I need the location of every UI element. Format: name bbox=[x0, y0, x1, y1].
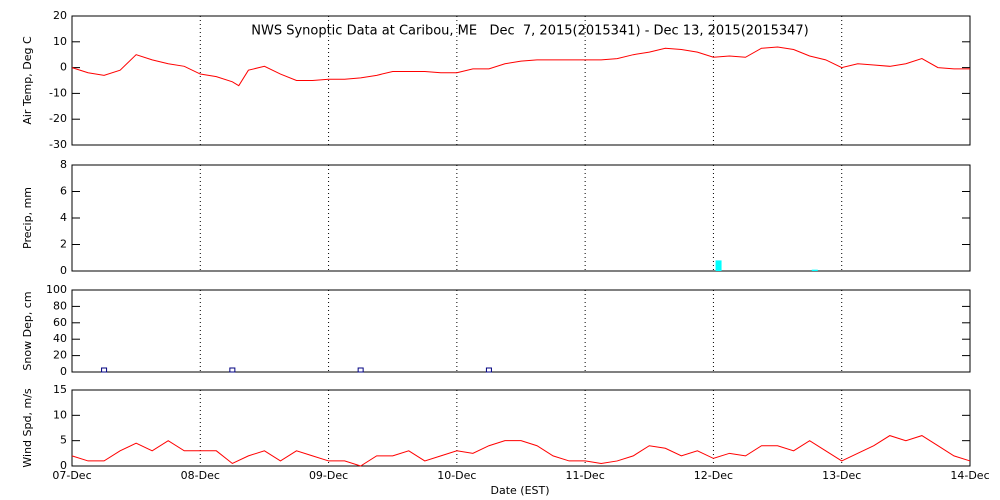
y-tick-label: 20 bbox=[53, 349, 67, 362]
x-tick-label: 13-Dec bbox=[822, 469, 861, 482]
y-tick-label: -30 bbox=[49, 138, 67, 151]
bar bbox=[715, 260, 722, 271]
y-tick-label: 4 bbox=[60, 211, 67, 224]
plot-frame bbox=[71, 389, 971, 467]
data-line bbox=[71, 435, 971, 467]
point bbox=[229, 367, 236, 373]
y-tick-label: -10 bbox=[49, 86, 67, 99]
y-tick-label: 10 bbox=[53, 408, 67, 421]
y-axis-label: Air Temp, Deg C bbox=[21, 36, 34, 125]
y-tick-label: 40 bbox=[53, 332, 67, 345]
x-tick-label: 09-Dec bbox=[309, 469, 348, 482]
y-tick-label: 0 bbox=[60, 61, 67, 74]
y-tick-label: 2 bbox=[60, 238, 67, 251]
y-tick-label: 0 bbox=[60, 365, 67, 378]
plot-frame bbox=[71, 164, 971, 272]
y-tick-label: 15 bbox=[53, 383, 67, 396]
x-tick-label: 08-Dec bbox=[181, 469, 220, 482]
plot-frame bbox=[71, 289, 971, 373]
y-tick-label: 6 bbox=[60, 185, 67, 198]
y-tick-label: 10 bbox=[53, 35, 67, 48]
point bbox=[357, 367, 364, 373]
y-tick-label: 60 bbox=[53, 316, 67, 329]
y-tick-label: 8 bbox=[60, 158, 67, 171]
x-tick-label: 12-Dec bbox=[694, 469, 733, 482]
point bbox=[485, 367, 492, 373]
y-axis-label: Snow Dep, cm bbox=[21, 291, 34, 370]
y-axis-label: Wind Spd, m/s bbox=[21, 388, 34, 468]
y-tick-label: -20 bbox=[49, 112, 67, 125]
y-tick-label: 0 bbox=[60, 264, 67, 277]
x-tick-label: 14-Dec bbox=[950, 469, 989, 482]
x-tick-label: 07-Dec bbox=[52, 469, 91, 482]
y-tick-label: 5 bbox=[60, 434, 67, 447]
point bbox=[101, 367, 108, 373]
bar bbox=[811, 269, 818, 271]
y-tick-label: 80 bbox=[53, 299, 67, 312]
y-axis-label: Precip, mm bbox=[21, 187, 34, 249]
y-tick-label: 20 bbox=[53, 9, 67, 22]
x-tick-label: 10-Dec bbox=[437, 469, 476, 482]
y-tick-label: 0 bbox=[60, 459, 67, 472]
chart-title: NWS Synoptic Data at Caribou, ME Dec 7, … bbox=[251, 24, 809, 39]
y-tick-label: 100 bbox=[46, 283, 67, 296]
data-line bbox=[71, 46, 970, 87]
x-axis-label: Date (EST) bbox=[490, 484, 549, 497]
x-tick-label: 11-Dec bbox=[566, 469, 605, 482]
